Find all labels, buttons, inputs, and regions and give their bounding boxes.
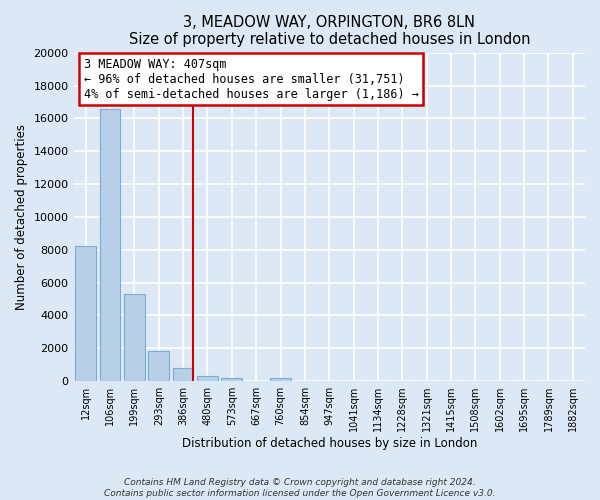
Bar <box>100 108 121 381</box>
Text: 3 MEADOW WAY: 407sqm
← 96% of detached houses are smaller (31,751)
4% of semi-de: 3 MEADOW WAY: 407sqm ← 96% of detached h… <box>84 58 419 100</box>
X-axis label: Distribution of detached houses by size in London: Distribution of detached houses by size … <box>182 437 477 450</box>
Bar <box>148 350 169 381</box>
Text: Contains HM Land Registry data © Crown copyright and database right 2024.
Contai: Contains HM Land Registry data © Crown c… <box>104 478 496 498</box>
Bar <box>76 246 96 381</box>
Y-axis label: Number of detached properties: Number of detached properties <box>15 124 28 310</box>
Bar <box>124 294 145 381</box>
Bar <box>221 378 242 381</box>
Bar <box>197 376 218 381</box>
Title: 3, MEADOW WAY, ORPINGTON, BR6 8LN
Size of property relative to detached houses i: 3, MEADOW WAY, ORPINGTON, BR6 8LN Size o… <box>128 15 530 48</box>
Bar <box>173 368 193 381</box>
Bar <box>270 378 291 381</box>
